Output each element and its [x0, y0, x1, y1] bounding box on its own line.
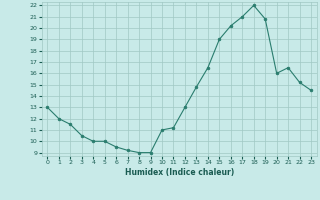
X-axis label: Humidex (Indice chaleur): Humidex (Indice chaleur) — [124, 168, 234, 177]
